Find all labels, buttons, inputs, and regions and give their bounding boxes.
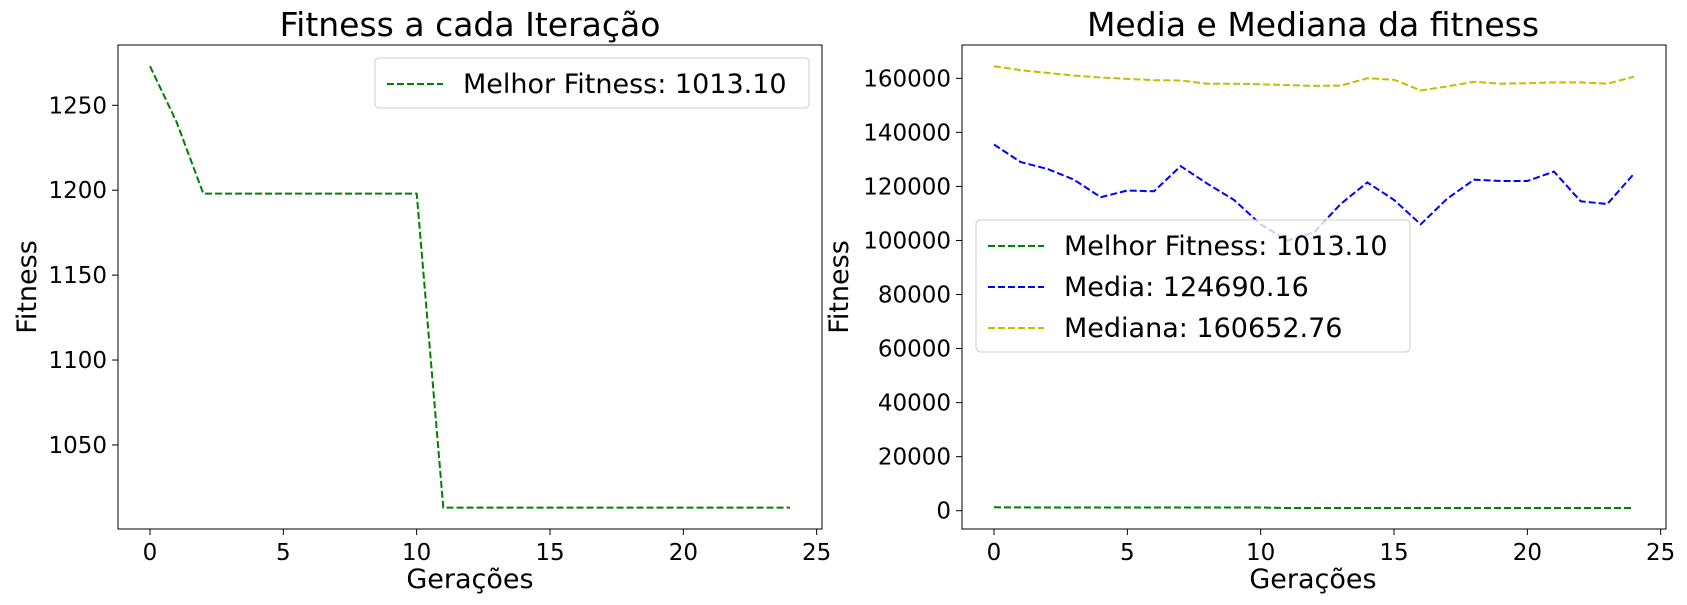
x-tick-label: 0 [987, 540, 1002, 566]
x-tick-label: 15 [535, 540, 564, 566]
x-tick-label: 10 [402, 540, 431, 566]
y-tick-label: 1150 [48, 263, 107, 289]
y-tick-label: 80000 [878, 283, 951, 309]
chart-fitness-per-iteration: Fitness a cada Iteração Fitness Gerações… [12, 5, 831, 595]
y-tick-label: 1100 [48, 348, 107, 374]
axis-ticks: 0 5 10 15 20 25 1050 1100 1150 1200 1250 [48, 93, 831, 566]
y-tick-label: 1250 [48, 93, 107, 119]
legend-label-0: Melhor Fitness: 1013.10 [1064, 231, 1388, 262]
chart-title: Media e Mediana da fitness [1087, 5, 1539, 44]
series-line-2 [993, 65, 1635, 92]
x-tick-label: 20 [1513, 540, 1542, 566]
y-tick-label: 1200 [48, 178, 107, 204]
legend-label-2: Mediana: 160652.76 [1064, 313, 1342, 344]
y-tick-label: 1050 [48, 433, 107, 459]
x-axis-label: Gerações [1249, 564, 1376, 595]
axes-frame [117, 44, 823, 530]
series-line-0 [993, 506, 1634, 509]
x-axis-label: Gerações [406, 564, 533, 595]
y-axis-label: Fitness [824, 240, 855, 334]
x-tick-label: 15 [1379, 540, 1408, 566]
axes-frame [961, 44, 1667, 530]
legend: Melhor Fitness: 1013.10 [374, 57, 810, 109]
y-tick-label: 0 [936, 499, 951, 525]
series-line-0 [149, 65, 790, 509]
x-tick-label: 25 [802, 540, 831, 566]
x-tick-label: 25 [1646, 540, 1675, 566]
y-tick-label: 120000 [863, 174, 951, 200]
plot-lines [993, 65, 1635, 509]
x-tick-label: 0 [143, 540, 158, 566]
x-tick-label: 5 [276, 540, 291, 566]
plot-lines [149, 65, 790, 509]
chart-mean-median-fitness: Media e Mediana da fitness Fitness Geraç… [824, 5, 1675, 595]
y-tick-label: 60000 [878, 337, 951, 363]
x-tick-label: 10 [1246, 540, 1275, 566]
legend: Melhor Fitness: 1013.10 Media: 124690.16 M… [975, 219, 1411, 353]
x-tick-label: 20 [669, 540, 698, 566]
y-tick-label: 140000 [863, 120, 951, 146]
y-tick-label: 160000 [863, 66, 951, 92]
y-tick-label: 40000 [878, 391, 951, 417]
axis-ticks: 0 5 10 15 20 25 0 20000 40000 60000 80000 100000 120… [863, 66, 1675, 566]
legend-label-1: Media: 124690.16 [1064, 272, 1309, 303]
y-axis-label: Fitness [12, 240, 43, 334]
chart-title: Fitness a cada Iteração [280, 5, 661, 44]
legend-box [975, 219, 1411, 353]
legend-label-0: Melhor Fitness: 1013.10 [463, 69, 787, 100]
series-line-1 [993, 143, 1635, 242]
y-tick-label: 20000 [878, 445, 951, 471]
legend-box [374, 57, 810, 109]
y-tick-label: 100000 [863, 228, 951, 254]
x-tick-label: 5 [1120, 540, 1135, 566]
